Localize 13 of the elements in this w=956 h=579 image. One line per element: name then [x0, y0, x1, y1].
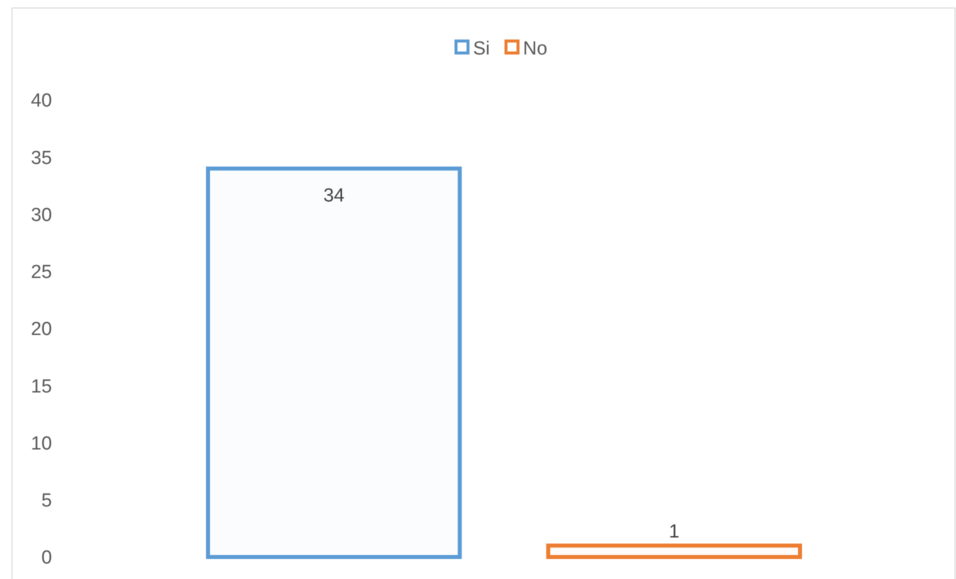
legend-label: No: [523, 38, 548, 60]
legend-label: Si: [473, 38, 490, 60]
y-tick-label: 0: [41, 548, 52, 569]
y-tick-label: 20: [30, 319, 52, 340]
data-label: 1: [668, 522, 680, 543]
y-tick-label: 25: [30, 262, 52, 284]
y-tick-label: 30: [30, 204, 52, 226]
data-label: 34: [323, 186, 345, 207]
y-tick-label: 10: [30, 433, 52, 454]
y-tick-label: 5: [41, 490, 52, 512]
y-tick-label: 35: [30, 148, 52, 169]
y-tick-label: 40: [30, 90, 52, 112]
y-tick-label: 15: [30, 376, 52, 398]
